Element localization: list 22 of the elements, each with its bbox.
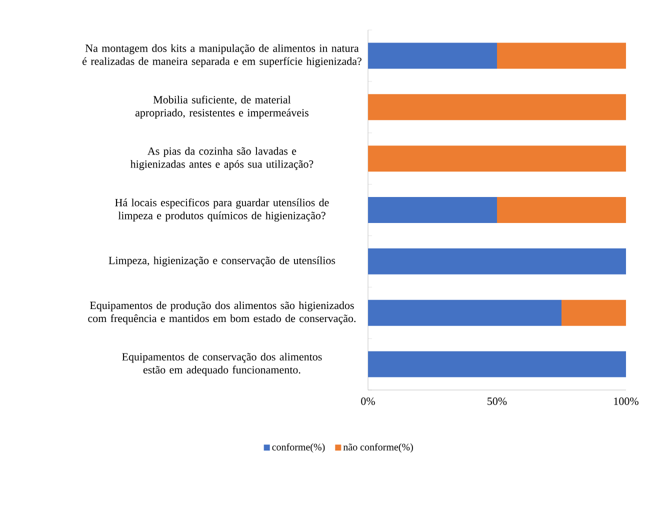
x-tick-label: 50%	[488, 398, 507, 405]
y-tick-label: Limpeza, higienização e conservação de utensílios	[108, 256, 336, 266]
bar	[368, 94, 626, 120]
legend-label: não conforme(%)	[343, 443, 413, 453]
bar	[368, 300, 562, 326]
y-tick-label: Há locais especificos para guardar utensílios de limpeza e produtos químicos de higienização?	[115, 198, 329, 222]
y-tick-label: Equipamentos de conservação dos alimentos estão em adequado funcionamento.	[122, 352, 322, 376]
bar	[368, 351, 626, 378]
y-tick-label: Na montagem dos kits a manipulação de alimentos in natura é realizadas de maneira separada e em superfície higienizada?	[82, 44, 362, 68]
bar	[562, 300, 626, 326]
x-tick-label: 0%	[361, 398, 375, 405]
x-tick-label: 100%	[614, 398, 638, 405]
legend-label: conforme(%)	[272, 443, 325, 453]
bar	[497, 42, 626, 69]
bar	[368, 146, 626, 172]
bar	[368, 42, 497, 69]
y-tick-label: Mobilia suficiente, de material apropriado, resistentes e impermeáveis	[135, 96, 308, 119]
bar	[497, 197, 626, 224]
y-tick-label: As pias da cozinha são lavadas e higienizadas antes e após sua utilização?	[130, 147, 314, 170]
bar	[368, 197, 497, 224]
y-tick-label: Equipamentos de produção dos alimentos são higienizados com frequência e mantidos em bom estado de conservação.	[88, 301, 356, 324]
bar	[368, 248, 626, 274]
